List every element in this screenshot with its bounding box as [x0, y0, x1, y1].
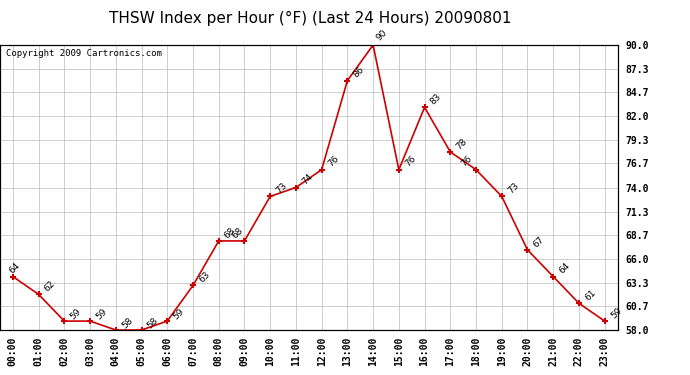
Text: Copyright 2009 Cartronics.com: Copyright 2009 Cartronics.com [6, 49, 162, 58]
Text: 74: 74 [300, 172, 315, 187]
Text: 68: 68 [230, 226, 245, 240]
Text: 67: 67 [532, 235, 546, 249]
Text: 64: 64 [8, 261, 21, 276]
Text: 62: 62 [43, 279, 57, 294]
Text: 68: 68 [223, 226, 237, 240]
Text: 86: 86 [351, 65, 366, 80]
Text: 76: 76 [326, 154, 340, 169]
Text: 64: 64 [558, 261, 572, 276]
Text: 59: 59 [95, 307, 109, 322]
Text: 58: 58 [146, 316, 160, 331]
Text: 90: 90 [375, 28, 389, 43]
Text: 63: 63 [197, 270, 212, 285]
Text: 59: 59 [68, 307, 83, 322]
Text: 73: 73 [275, 181, 289, 196]
Text: 78: 78 [455, 136, 469, 151]
Text: 76: 76 [403, 154, 417, 169]
Text: 59: 59 [171, 307, 186, 322]
Text: 73: 73 [506, 181, 520, 196]
Text: 83: 83 [428, 92, 443, 106]
Text: 59: 59 [609, 306, 623, 320]
Text: THSW Index per Hour (°F) (Last 24 Hours) 20090801: THSW Index per Hour (°F) (Last 24 Hours)… [109, 11, 512, 26]
Text: 58: 58 [120, 316, 135, 331]
Text: 76: 76 [460, 154, 474, 169]
Text: 61: 61 [583, 288, 598, 303]
